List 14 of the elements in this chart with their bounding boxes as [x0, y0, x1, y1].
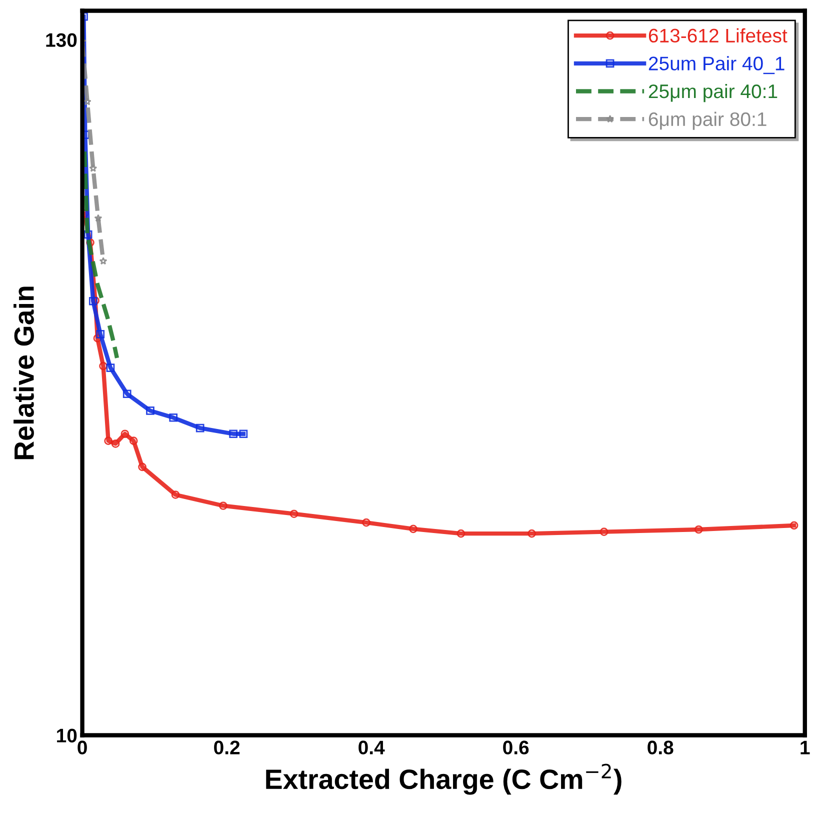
- x-tick-label: 0: [78, 740, 87, 754]
- legend-label: 613-612 Lifetest: [648, 28, 788, 43]
- x-tick-label: 0.6: [503, 740, 529, 754]
- legend-label: 6μm pair 80:1: [648, 112, 766, 130]
- legend-label: 25μm pair 40:1: [648, 84, 778, 102]
- y-axis-title: Relative Gain: [14, 286, 34, 460]
- y-tick-label: 10: [57, 728, 77, 742]
- x-tick-label: 0.8: [648, 740, 674, 754]
- legend-label: 25um Pair 40_1: [648, 56, 784, 74]
- y-tick-label: 130: [46, 33, 77, 48]
- x-tick-label: 0.4: [358, 740, 385, 754]
- x-axis-title: Extracted Charge (C Cm$^{−2}$): [266, 764, 622, 795]
- x-tick-label: 1: [800, 740, 810, 754]
- x-tick-label: 0.2: [214, 740, 240, 754]
